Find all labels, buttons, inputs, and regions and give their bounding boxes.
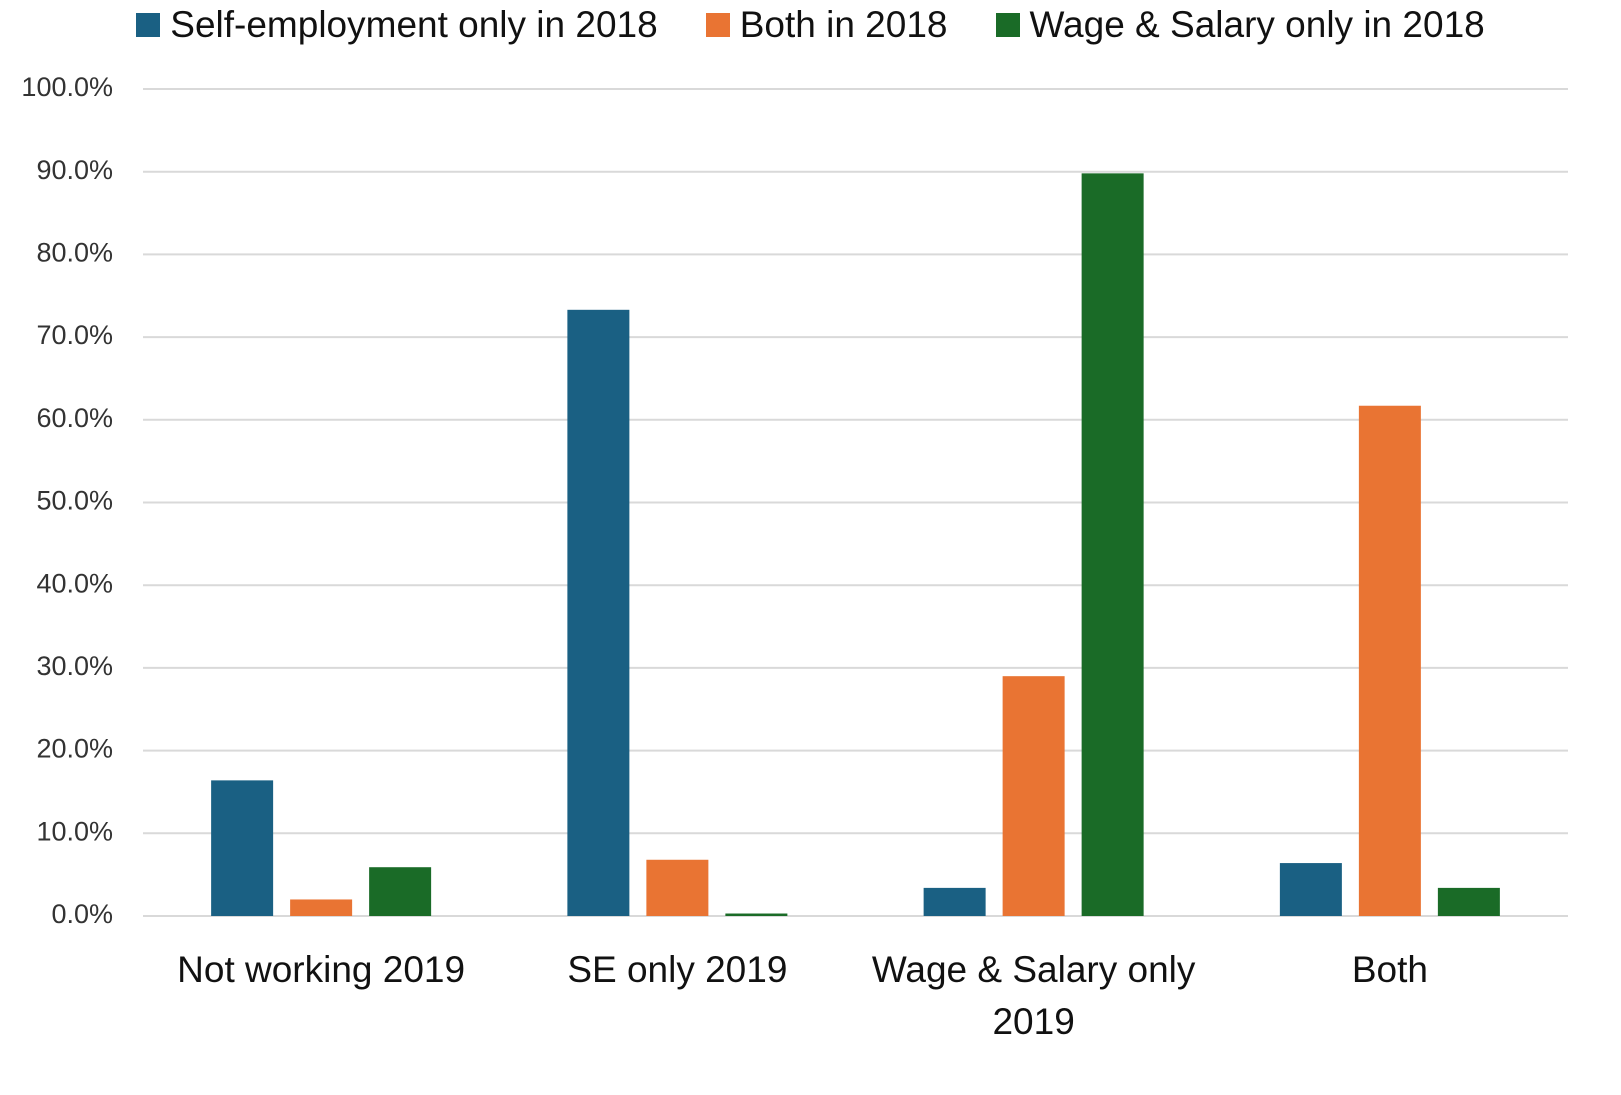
bar bbox=[1358, 405, 1421, 916]
y-tick-label: 60.0% bbox=[36, 403, 113, 433]
x-tick-label: Both bbox=[1351, 949, 1428, 990]
y-tick-label: 70.0% bbox=[36, 320, 113, 350]
bar bbox=[567, 309, 630, 917]
bar bbox=[646, 859, 709, 916]
y-tick-label: 50.0% bbox=[36, 486, 113, 516]
y-tick-label: 10.0% bbox=[36, 816, 113, 846]
legend: Self-employment only in 2018 Both in 2018… bbox=[0, 0, 1621, 50]
legend-label: Self-employment only in 2018 bbox=[170, 4, 658, 45]
x-tick-label: SE only 2019 bbox=[567, 949, 788, 990]
bar bbox=[290, 899, 353, 916]
bar bbox=[725, 913, 788, 916]
bar bbox=[1437, 887, 1500, 916]
bar bbox=[1002, 676, 1065, 916]
y-tick-label: 0.0% bbox=[51, 899, 113, 929]
legend-swatch bbox=[136, 13, 161, 37]
y-tick-label: 80.0% bbox=[36, 238, 113, 268]
x-tick-label: Not working 2019 bbox=[177, 949, 466, 990]
legend-label: Both in 2018 bbox=[739, 4, 948, 45]
bar bbox=[923, 887, 986, 916]
legend-item: Self-employment only in 2018 bbox=[136, 4, 658, 46]
legend-item: Both in 2018 bbox=[705, 4, 948, 46]
y-tick-label: 40.0% bbox=[36, 568, 113, 598]
bar bbox=[369, 867, 432, 916]
legend-swatch bbox=[705, 13, 730, 37]
y-tick-label: 90.0% bbox=[36, 155, 113, 185]
bar bbox=[1081, 173, 1144, 916]
legend-item: Wage & Salary only in 2018 bbox=[995, 4, 1485, 46]
y-tick-label: 20.0% bbox=[36, 734, 113, 764]
y-tick-label: 100.0% bbox=[21, 72, 113, 102]
x-tick-label: Wage & Salary only 2019 bbox=[871, 949, 1196, 1042]
y-tick-label: 30.0% bbox=[36, 651, 113, 681]
legend-swatch bbox=[995, 13, 1020, 37]
legend-label: Wage & Salary only in 2018 bbox=[1029, 4, 1485, 45]
bar bbox=[211, 780, 274, 916]
bar bbox=[1279, 863, 1342, 916]
